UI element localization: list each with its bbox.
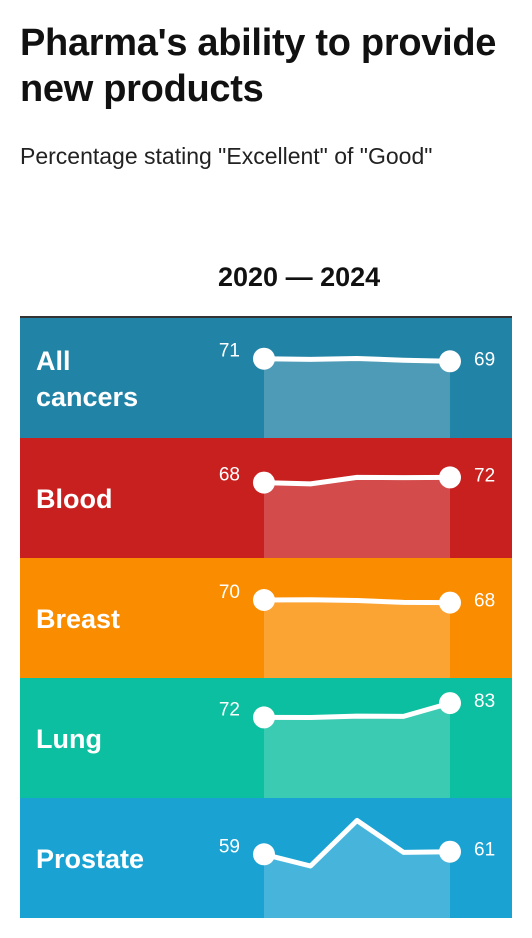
row-prostate: 59 61 Prostate (20, 798, 512, 918)
value-label-end: 83 (474, 691, 495, 712)
value-label-end: 69 (474, 349, 495, 370)
value-label-start: 68 (219, 465, 240, 486)
line-lung (261, 700, 453, 721)
value-label-start: 59 (219, 836, 240, 857)
small-multiples-chart: 71 69 All cancers 68 72 Blood 70 68 Breast 72 83 Lun… (20, 318, 512, 918)
row-background (20, 678, 512, 798)
point-start-all-cancers (253, 347, 275, 370)
point-start-prostate (253, 843, 275, 866)
area-blood (264, 477, 450, 558)
chart-title: Pharma's ability to provide new products (20, 22, 497, 110)
value-label-start: 72 (219, 699, 240, 720)
point-start-blood (253, 471, 275, 494)
value-label-end: 72 (474, 465, 495, 486)
point-end-all-cancers (439, 350, 461, 373)
top-rule (20, 316, 512, 319)
category-label: Breast (36, 604, 120, 634)
point-start-lung (253, 706, 275, 729)
point-end-prostate (439, 840, 461, 863)
category-label: Blood (36, 484, 112, 514)
row-background (20, 558, 512, 678)
value-label-end: 68 (474, 591, 495, 612)
value-label-start: 71 (219, 341, 240, 362)
category-label: cancers (36, 382, 138, 412)
point-end-breast (439, 591, 461, 614)
area-lung (264, 703, 450, 798)
chart-subtitle: Percentage stating "Excellent" of "Good" (20, 143, 433, 169)
area-prostate (264, 820, 450, 918)
point-start-breast (253, 589, 275, 611)
area-all-cancers (264, 358, 450, 438)
line-breast (261, 597, 453, 606)
year-range-label: 2020 — 2024 (218, 262, 381, 292)
line-all-cancers (261, 355, 453, 364)
line-blood (261, 474, 453, 487)
line-prostate (261, 818, 453, 869)
point-end-blood (439, 466, 461, 489)
category-label: All (36, 346, 71, 376)
row-blood: 68 72 Blood (20, 438, 512, 558)
point-end-lung (439, 692, 461, 715)
area-breast (264, 599, 450, 678)
row-background (20, 438, 512, 558)
category-label: Lung (36, 724, 102, 754)
value-label-start: 70 (219, 582, 240, 603)
row-lung: 72 83 Lung (20, 678, 512, 798)
row-background (20, 318, 512, 438)
row-breast: 70 68 Breast (20, 558, 512, 678)
value-label-end: 61 (474, 840, 495, 861)
row-all-cancers: 71 69 All cancers (20, 318, 512, 438)
category-label: Prostate (36, 844, 144, 874)
